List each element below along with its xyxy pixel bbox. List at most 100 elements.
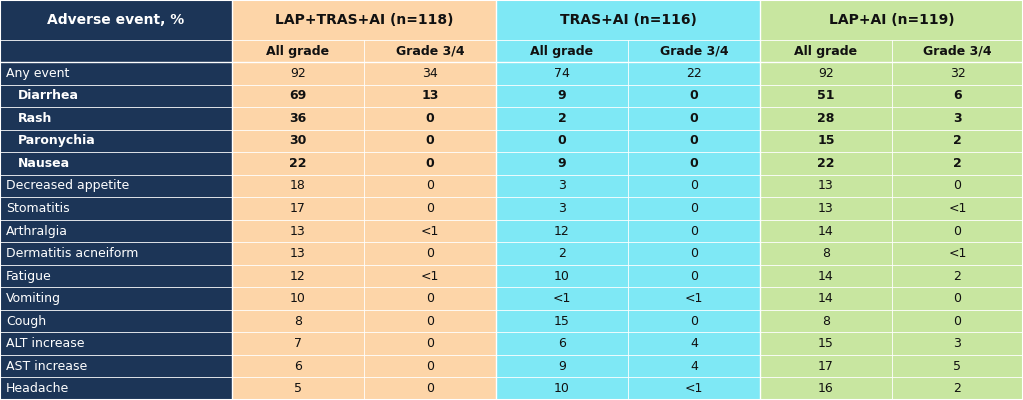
Text: 28: 28 — [817, 112, 835, 125]
Text: 0: 0 — [426, 292, 434, 305]
Bar — [760, 332, 1023, 355]
Bar — [496, 0, 760, 40]
Text: 22: 22 — [290, 157, 307, 170]
Bar — [496, 287, 760, 310]
Text: ALT increase: ALT increase — [6, 337, 85, 350]
Bar — [0, 0, 232, 40]
Bar — [232, 378, 496, 400]
Text: 36: 36 — [290, 112, 307, 125]
Text: 34: 34 — [422, 67, 438, 80]
Bar — [496, 152, 760, 175]
Bar — [496, 62, 760, 84]
Text: 2: 2 — [953, 157, 962, 170]
Text: 0: 0 — [690, 202, 698, 215]
Bar — [760, 175, 1023, 197]
Bar — [496, 355, 760, 378]
Text: 6: 6 — [294, 360, 302, 373]
Text: Grade 3/4: Grade 3/4 — [396, 44, 464, 58]
Text: 17: 17 — [291, 202, 306, 215]
Text: 12: 12 — [291, 270, 306, 282]
Bar — [0, 130, 232, 152]
Bar — [232, 355, 496, 378]
Bar — [232, 332, 496, 355]
Text: 17: 17 — [818, 360, 834, 373]
Text: Paronychia: Paronychia — [18, 134, 96, 147]
Bar — [232, 130, 496, 152]
Bar — [0, 355, 232, 378]
Text: 13: 13 — [818, 180, 834, 192]
Bar — [496, 175, 760, 197]
Text: 3: 3 — [559, 202, 566, 215]
Text: 0: 0 — [426, 202, 434, 215]
Text: 0: 0 — [426, 382, 434, 395]
Text: 22: 22 — [817, 157, 835, 170]
Text: 0: 0 — [690, 180, 698, 192]
Bar — [0, 242, 232, 265]
Bar — [0, 287, 232, 310]
Text: Adverse event, %: Adverse event, % — [47, 13, 184, 27]
Text: 0: 0 — [953, 180, 962, 192]
Text: 0: 0 — [690, 134, 699, 147]
Text: Decreased appetite: Decreased appetite — [6, 180, 129, 192]
Text: 0: 0 — [558, 134, 567, 147]
Bar — [760, 40, 1023, 62]
Text: TRAS+AI (n=116): TRAS+AI (n=116) — [560, 13, 697, 27]
Bar — [232, 310, 496, 332]
Text: 92: 92 — [818, 67, 834, 80]
Bar — [232, 175, 496, 197]
Bar — [232, 0, 496, 40]
Bar — [496, 107, 760, 130]
Text: LAP+AI (n=119): LAP+AI (n=119) — [829, 13, 954, 27]
Text: 0: 0 — [426, 360, 434, 373]
Text: Dermatitis acneiform: Dermatitis acneiform — [6, 247, 138, 260]
Text: AST increase: AST increase — [6, 360, 87, 373]
Bar — [0, 220, 232, 242]
Text: 2: 2 — [559, 247, 566, 260]
Text: Grade 3/4: Grade 3/4 — [660, 44, 728, 58]
Bar — [760, 310, 1023, 332]
Text: 3: 3 — [559, 180, 566, 192]
Text: <1: <1 — [684, 292, 703, 305]
Text: Cough: Cough — [6, 315, 46, 328]
Bar — [0, 332, 232, 355]
Bar — [232, 220, 496, 242]
Text: Grade 3/4: Grade 3/4 — [923, 44, 992, 58]
Bar — [760, 287, 1023, 310]
Text: All grade: All grade — [795, 44, 857, 58]
Text: 0: 0 — [690, 247, 698, 260]
Bar — [496, 265, 760, 287]
Text: 2: 2 — [953, 270, 962, 282]
Text: 0: 0 — [426, 315, 434, 328]
Text: 7: 7 — [294, 337, 302, 350]
Text: 0: 0 — [426, 180, 434, 192]
Text: 0: 0 — [426, 112, 435, 125]
Bar — [496, 242, 760, 265]
Text: 3: 3 — [953, 112, 962, 125]
Text: 8: 8 — [822, 247, 830, 260]
Text: 13: 13 — [421, 89, 439, 102]
Text: 30: 30 — [290, 134, 307, 147]
Bar — [496, 40, 760, 62]
Text: Diarrhea: Diarrhea — [18, 89, 79, 102]
Text: 15: 15 — [554, 315, 570, 328]
Text: LAP+TRAS+AI (n=118): LAP+TRAS+AI (n=118) — [275, 13, 453, 27]
Text: 6: 6 — [559, 337, 566, 350]
Text: 15: 15 — [817, 134, 835, 147]
Text: 0: 0 — [953, 292, 962, 305]
Text: Vomiting: Vomiting — [6, 292, 61, 305]
Text: 74: 74 — [554, 67, 570, 80]
Text: 14: 14 — [818, 224, 834, 238]
Text: 8: 8 — [294, 315, 302, 328]
Text: 8: 8 — [822, 315, 830, 328]
Bar — [760, 130, 1023, 152]
Text: 0: 0 — [426, 247, 434, 260]
Bar — [760, 0, 1023, 40]
Bar — [760, 84, 1023, 107]
Text: 9: 9 — [558, 89, 567, 102]
Text: Fatigue: Fatigue — [6, 270, 52, 282]
Text: 0: 0 — [426, 337, 434, 350]
Text: 92: 92 — [291, 67, 306, 80]
Text: 2: 2 — [953, 382, 962, 395]
Bar — [760, 197, 1023, 220]
Text: <1: <1 — [552, 292, 571, 305]
